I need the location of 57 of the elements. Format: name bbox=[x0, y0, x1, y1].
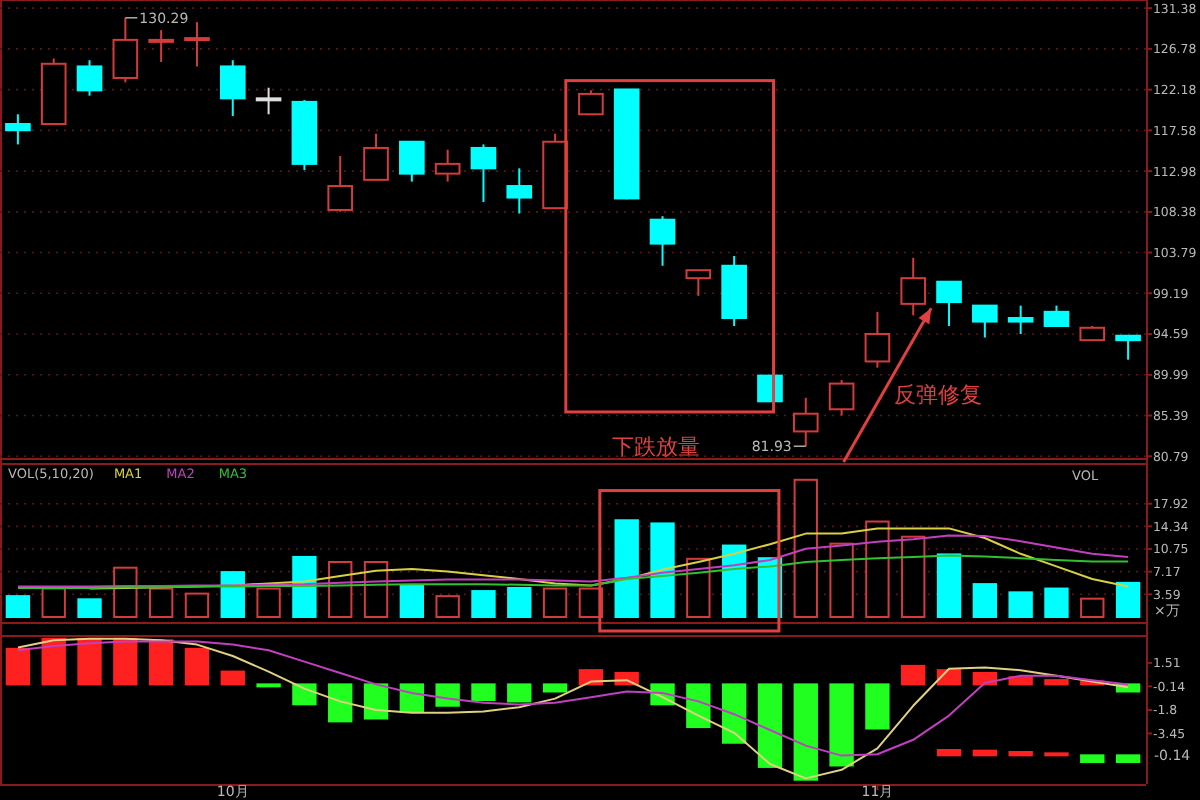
bar bbox=[901, 535, 926, 618]
bar bbox=[865, 683, 890, 730]
bar bbox=[936, 553, 962, 618]
candlestick bbox=[184, 21, 210, 68]
bar bbox=[41, 587, 66, 618]
bar bbox=[5, 647, 31, 686]
bar bbox=[184, 592, 210, 618]
bar bbox=[399, 683, 425, 713]
bar bbox=[471, 683, 496, 702]
bar bbox=[328, 683, 353, 723]
annotation: 反弹修复 bbox=[894, 382, 982, 408]
bar bbox=[757, 683, 783, 768]
bar bbox=[650, 522, 675, 618]
bar bbox=[220, 670, 245, 686]
bar bbox=[1115, 581, 1141, 618]
bar bbox=[721, 683, 747, 744]
bar bbox=[435, 683, 460, 707]
bar bbox=[901, 664, 926, 686]
bar bbox=[829, 542, 854, 618]
bar bbox=[1044, 679, 1069, 686]
bar bbox=[256, 587, 281, 618]
annotation: 下跌放量 bbox=[612, 434, 700, 460]
bar bbox=[793, 683, 818, 781]
bar bbox=[435, 595, 460, 618]
bar bbox=[614, 519, 639, 618]
bar bbox=[972, 583, 998, 618]
bar bbox=[113, 637, 138, 686]
line-series bbox=[17, 534, 1129, 588]
bar bbox=[1080, 597, 1105, 618]
bar bbox=[1008, 591, 1033, 618]
candlestick bbox=[148, 29, 174, 64]
bar bbox=[77, 598, 102, 618]
bar bbox=[507, 586, 532, 618]
line-series bbox=[17, 637, 1129, 780]
bar bbox=[113, 566, 138, 618]
candlestick bbox=[864, 310, 891, 369]
bar bbox=[148, 639, 174, 686]
candlestick bbox=[5, 113, 31, 146]
bar bbox=[829, 683, 854, 767]
bar bbox=[542, 683, 568, 693]
bar bbox=[292, 683, 317, 706]
line-series bbox=[17, 640, 1129, 757]
bar bbox=[5, 595, 31, 618]
bar bbox=[220, 571, 245, 618]
bar bbox=[148, 587, 174, 618]
bar bbox=[184, 647, 210, 686]
bar bbox=[507, 683, 532, 703]
bar bbox=[1044, 587, 1069, 618]
bar bbox=[399, 585, 425, 618]
bar bbox=[471, 590, 496, 618]
bar bbox=[77, 637, 102, 686]
bar bbox=[793, 478, 818, 618]
bar bbox=[363, 683, 389, 720]
line-series bbox=[17, 554, 1129, 589]
bar bbox=[542, 587, 568, 618]
bar bbox=[865, 520, 890, 618]
bar bbox=[721, 544, 747, 618]
